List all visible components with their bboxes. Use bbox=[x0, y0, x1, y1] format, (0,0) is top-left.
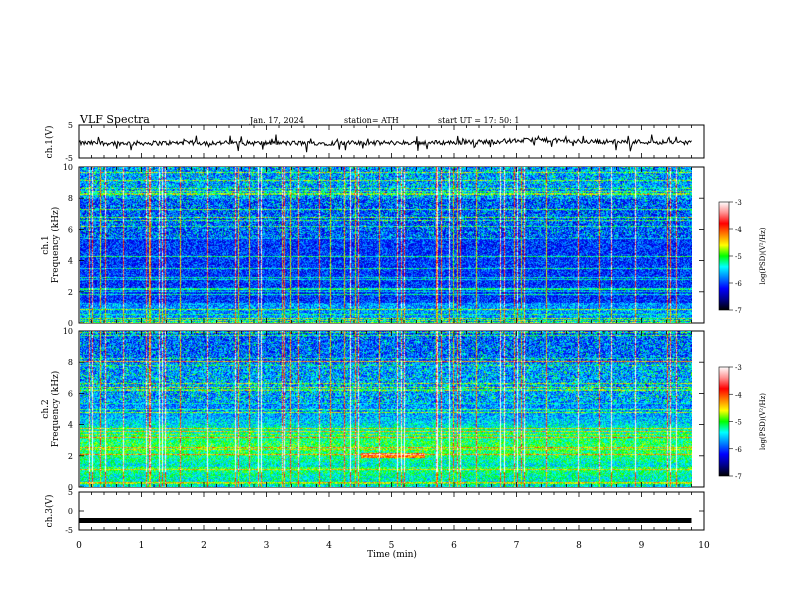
y-tick-label: 8 bbox=[68, 194, 73, 203]
ch1-waveform-trace bbox=[78, 134, 692, 153]
ch3-waveform-ylabel: ch.3(V) bbox=[44, 495, 55, 528]
ch2-spectrogram-heatmap bbox=[80, 331, 692, 487]
colorbar-tick-label: -3 bbox=[735, 364, 742, 372]
y-tick-label: 4 bbox=[68, 257, 73, 266]
colorbar-tick-label: -7 bbox=[735, 473, 742, 481]
colorbar-tick-label: -4 bbox=[735, 391, 742, 399]
y-tick-label: 10 bbox=[63, 327, 73, 336]
ch1-waveform-ylabel: ch.1(V) bbox=[44, 126, 55, 159]
x-tick-label: 2 bbox=[201, 541, 207, 551]
colorbars: -3 -4 -5 -6 -7 log(PSD)(V²/Hz) -3 -4 -5 -6 -7 log(P… bbox=[718, 199, 767, 481]
y-tick-label: -5 bbox=[65, 154, 73, 163]
colorbar-tick-label: -5 bbox=[735, 253, 742, 261]
x-tick-label: 9 bbox=[639, 541, 645, 551]
x-tick-label: 10 bbox=[698, 541, 710, 551]
x-tick-label: 3 bbox=[264, 541, 270, 551]
y-tick-label: 2 bbox=[68, 452, 73, 461]
x-tick-label: 6 bbox=[451, 541, 457, 551]
colorbar-tick-label: -5 bbox=[735, 419, 742, 427]
ch1-spectrogram-ylabel-freq: Frequency (kHz) bbox=[50, 207, 61, 284]
y-tick-label: 8 bbox=[68, 358, 73, 367]
ch2-spectrogram-ylabel-freq: Frequency (kHz) bbox=[50, 371, 61, 448]
colorbar bbox=[718, 201, 730, 311]
ch3-waveform-frame bbox=[78, 491, 705, 531]
y-tick-label: 10 bbox=[63, 163, 73, 172]
figure-title: VLF Spectra bbox=[79, 113, 150, 126]
ch2-spectrogram-ylabel-channel: ch.2 bbox=[41, 399, 51, 418]
y-tick-label: 5 bbox=[68, 121, 73, 130]
y-tick-label: 0 bbox=[68, 319, 73, 328]
x-tick-label: 8 bbox=[576, 541, 582, 551]
colorbar-tick-label: -3 bbox=[735, 199, 742, 207]
x-tick-label: 1 bbox=[139, 541, 145, 551]
y-tick-label: 5 bbox=[68, 488, 73, 497]
y-tick-label: -5 bbox=[65, 526, 73, 535]
ch1-spectrogram-heatmap bbox=[80, 167, 692, 323]
y-tick-label: 6 bbox=[68, 389, 73, 398]
y-tick-label: 2 bbox=[68, 288, 73, 297]
ch1-spectrogram-ylabel-channel: ch.1 bbox=[41, 235, 51, 254]
colorbar-tick-label: -4 bbox=[735, 226, 742, 234]
y-tick-label: 0 bbox=[68, 483, 73, 492]
x-tick-label: 5 bbox=[389, 541, 395, 551]
start-time-label: start UT = 17: 50: 1 bbox=[438, 116, 519, 125]
date-label: Jan. 17, 2024 bbox=[249, 116, 304, 125]
y-tick-label: 4 bbox=[68, 421, 73, 430]
x-tick-label: 0 bbox=[76, 541, 82, 551]
station-label: station= ATH bbox=[344, 116, 399, 125]
x-tick-label: 4 bbox=[326, 541, 332, 551]
colorbar-tick-label: -6 bbox=[735, 280, 742, 288]
colorbar-tick-label: -6 bbox=[735, 446, 742, 454]
colorbar-label: log(PSD)(V²/Hz) bbox=[759, 227, 767, 284]
x-axis-label: Time (min) bbox=[367, 549, 417, 560]
colorbar bbox=[718, 366, 730, 477]
colorbar-tick-label: -7 bbox=[735, 307, 742, 315]
y-tick-label: 6 bbox=[68, 225, 73, 234]
colorbar-label: log(PSD)(V²/Hz) bbox=[759, 393, 767, 450]
x-tick-label: 7 bbox=[514, 541, 520, 551]
y-tick-label: 0 bbox=[68, 507, 73, 516]
